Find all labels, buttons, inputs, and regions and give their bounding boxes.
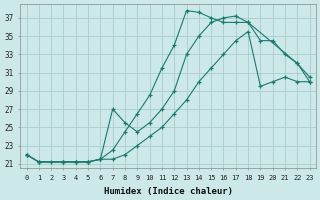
X-axis label: Humidex (Indice chaleur): Humidex (Indice chaleur) bbox=[104, 187, 233, 196]
